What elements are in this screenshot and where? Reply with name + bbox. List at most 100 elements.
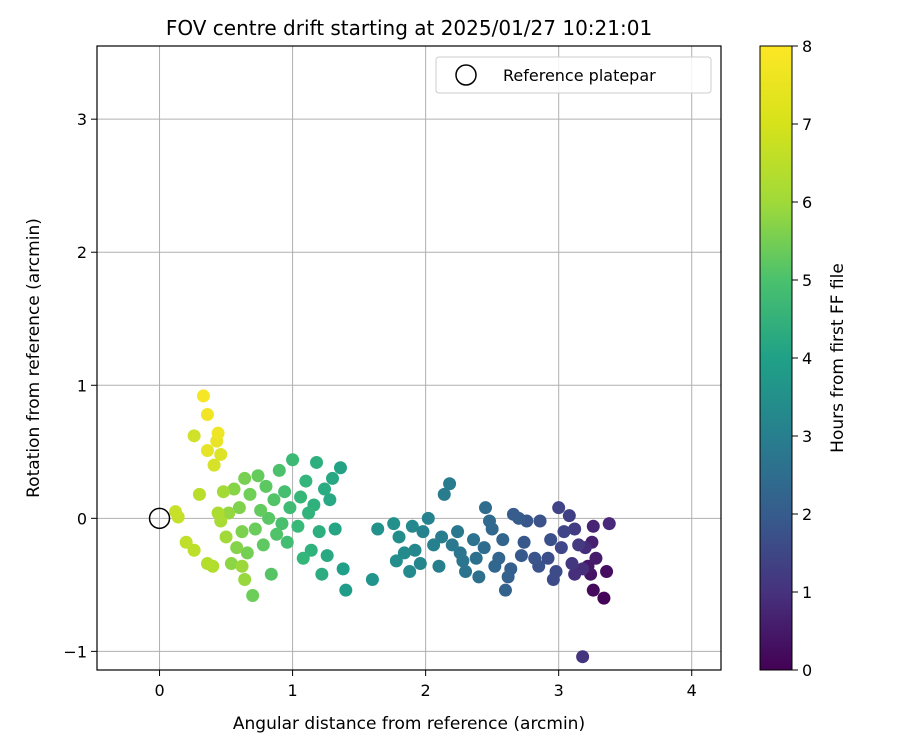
data-points: [168, 389, 616, 664]
data-point: [568, 522, 582, 536]
data-point: [310, 455, 324, 469]
data-point: [291, 519, 305, 533]
data-point: [554, 541, 568, 555]
data-point: [238, 573, 252, 587]
data-point: [392, 530, 406, 544]
data-point: [275, 517, 289, 531]
data-point: [576, 650, 590, 664]
data-point: [196, 389, 210, 403]
data-point: [200, 408, 214, 422]
colorbar-gradient: [759, 45, 793, 671]
data-point: [443, 477, 457, 491]
data-point: [227, 482, 241, 496]
y-tick-label: 2: [77, 243, 87, 262]
data-point: [296, 551, 310, 565]
data-point: [552, 501, 566, 515]
data-point: [477, 541, 491, 555]
colorbar-tick-label: 3: [802, 427, 812, 446]
data-point: [280, 535, 294, 549]
chart-title: FOV centre drift starting at 2025/01/27 …: [166, 16, 652, 40]
y-tick-label: 0: [77, 509, 87, 528]
legend: Reference platepar: [435, 56, 712, 94]
x-tick-label: 0: [154, 681, 164, 700]
data-point: [200, 557, 214, 571]
data-point: [272, 463, 286, 477]
y-tick-label: 3: [77, 110, 87, 129]
x-tick-label: 2: [421, 681, 431, 700]
data-point: [312, 525, 326, 539]
data-point: [408, 543, 422, 557]
data-point: [286, 453, 300, 467]
data-point: [224, 557, 238, 571]
data-point: [557, 525, 571, 539]
data-point: [240, 546, 254, 560]
data-point: [207, 458, 221, 472]
data-point: [336, 562, 350, 576]
data-point: [501, 570, 515, 584]
colorbar-tick-label: 7: [802, 115, 812, 134]
y-axis-label: Rotation from reference (arcmin): [24, 218, 44, 498]
colorbar: 0 1 2 3 4 5 6 7 8 Hours from first FF file: [759, 37, 848, 680]
data-point: [600, 565, 614, 579]
colorbar-ticks: 0 1 2 3 4 5 6 7 8: [792, 37, 812, 680]
data-point: [192, 487, 206, 501]
y-tick-label: −1: [63, 642, 87, 661]
data-point: [187, 543, 201, 557]
legend-entry-label: Reference platepar: [503, 66, 656, 85]
data-point: [318, 482, 332, 496]
data-point: [219, 530, 233, 544]
colorbar-tick-label: 4: [802, 349, 812, 368]
data-point: [283, 501, 297, 515]
data-point: [168, 505, 182, 519]
colorbar-tick-label: 5: [802, 271, 812, 290]
data-point: [405, 519, 419, 533]
data-point: [597, 591, 611, 605]
data-point: [568, 567, 582, 581]
data-point: [254, 503, 268, 517]
data-point: [541, 551, 555, 565]
data-point: [267, 493, 281, 507]
data-point: [294, 490, 308, 504]
data-point: [459, 565, 473, 579]
data-point: [211, 506, 225, 520]
data-point: [259, 479, 273, 493]
data-point: [453, 546, 467, 560]
data-point: [435, 530, 449, 544]
data-point: [472, 570, 486, 584]
data-point: [397, 546, 411, 560]
colorbar-label: Hours from first FF file: [828, 263, 848, 453]
data-point: [238, 471, 252, 485]
data-point: [544, 533, 558, 547]
data-point: [325, 471, 339, 485]
data-point: [517, 535, 531, 549]
data-point: [278, 485, 292, 499]
data-point: [264, 567, 278, 581]
data-point: [586, 519, 600, 533]
data-point: [222, 506, 236, 520]
data-point: [214, 447, 228, 461]
data-point: [262, 511, 276, 525]
data-point: [586, 583, 600, 597]
data-point: [211, 426, 225, 440]
x-tick-label: 4: [687, 681, 697, 700]
data-point: [371, 522, 385, 536]
data-point: [365, 573, 379, 587]
colorbar-tick-label: 8: [802, 37, 812, 56]
data-point: [389, 554, 403, 568]
data-point: [562, 509, 576, 523]
data-point: [533, 514, 547, 528]
reference-point-marker: [148, 507, 171, 530]
data-point: [451, 525, 465, 539]
data-point: [506, 507, 520, 521]
data-point: [216, 485, 230, 499]
colorbar-tick-label: 6: [802, 193, 812, 212]
data-point: [427, 538, 441, 552]
data-point: [333, 461, 347, 475]
data-point: [387, 517, 401, 531]
data-point: [467, 533, 481, 547]
x-tick-label: 1: [287, 681, 297, 700]
data-point: [304, 543, 318, 557]
data-point: [413, 557, 427, 571]
data-point: [246, 588, 260, 602]
data-point: [235, 559, 249, 573]
